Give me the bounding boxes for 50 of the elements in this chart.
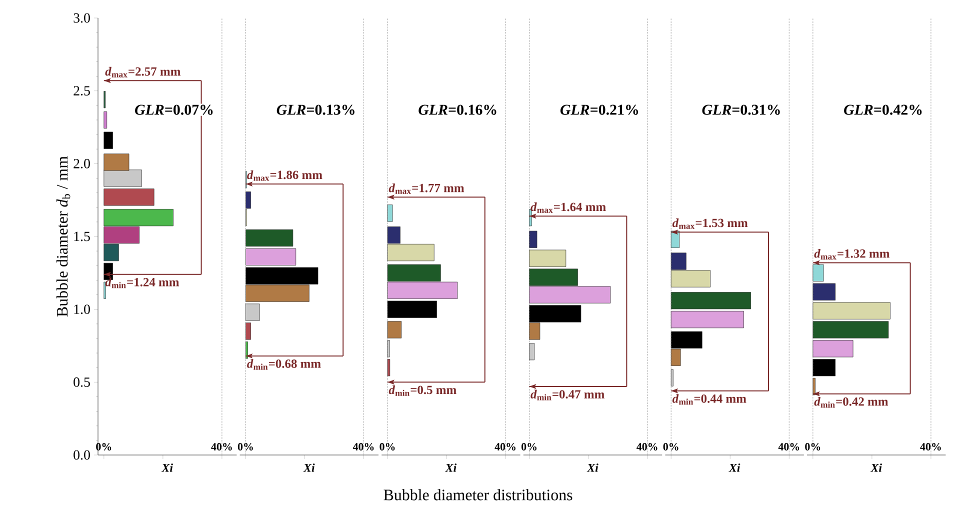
text: Bubble diameter distributions [384, 489, 572, 500]
x-tick-label: 0% [805, 443, 820, 450]
x-tick-label: 40% [352, 443, 374, 450]
x-tick-label: 40% [211, 443, 232, 450]
bar [104, 111, 108, 129]
y-tick-label: 0.0 [74, 450, 90, 460]
x-tick-label: 0% [238, 443, 253, 450]
x-tick-label: 40% [920, 443, 941, 450]
x-axis-title: Xi [728, 464, 740, 472]
ref-line-label: d$_{max}$=1.77 mm [388, 183, 464, 194]
x-tick-label: 40% [778, 443, 800, 450]
y-tick-label: 3.0 [74, 13, 90, 23]
x-tick-label: 40% [636, 443, 658, 450]
x-axis-title: Xi [445, 464, 457, 472]
x-tick-label: 0% [96, 443, 112, 450]
y-tick-label: 2.0 [74, 158, 90, 168]
text: GLR=0.42% [844, 104, 922, 115]
bar [387, 204, 393, 222]
ref-line-label: d$_{min}$=0.44 mm [672, 394, 746, 405]
text: GLR=0.21% [560, 104, 638, 115]
ref-line-label: d$_{max}$=1.86 mm [247, 170, 322, 181]
x-tick-label: 0% [380, 443, 395, 450]
x-tick-label: 40% [494, 443, 516, 450]
ref-line-label: d$_{max}$=1.53 mm [672, 218, 748, 229]
ref-line-label: d$_{max}$=1.64 mm [530, 202, 606, 213]
bar [670, 369, 674, 386]
x-axis-title: Xi [303, 464, 315, 472]
text: GLR=0.31% [702, 104, 780, 115]
text: GLR=0.16% [418, 104, 496, 115]
ref-line-label: d$_{min}$=0.5 mm [388, 385, 456, 396]
y-tick-label: 1.0 [74, 304, 90, 314]
y-axis-title: Bubble diameter d$_{b}$ / mm [56, 156, 70, 317]
x-axis-title: Xi [161, 464, 173, 472]
ref-line-label: d$_{min}$=0.68 mm [247, 359, 321, 370]
ref-line-label: d$_{max}$=2.57 mm [105, 66, 180, 78]
x-axis-title: Xi [586, 464, 598, 472]
x-tick-label: 0% [522, 443, 536, 450]
text: GLR=0.07% [135, 104, 213, 115]
y-tick-label: 2.5 [74, 86, 90, 96]
y-tick-label: 0.5 [74, 377, 90, 387]
x-tick-label: 0% [663, 443, 678, 450]
x-axis-title: Xi [870, 464, 882, 472]
ref-line-label: d$_{min}$=1.24 mm [105, 278, 180, 288]
bar [104, 132, 113, 149]
y-tick-label: 1.5 [74, 232, 90, 242]
text: GLR=0.13% [276, 104, 354, 115]
ref-line-label: d$_{max}$=1.32 mm [814, 249, 890, 260]
ref-line-label: d$_{min}$=0.42 mm [814, 397, 888, 408]
bar [529, 343, 535, 360]
ref-line-label: d$_{min}$=0.47 mm [530, 390, 604, 400]
